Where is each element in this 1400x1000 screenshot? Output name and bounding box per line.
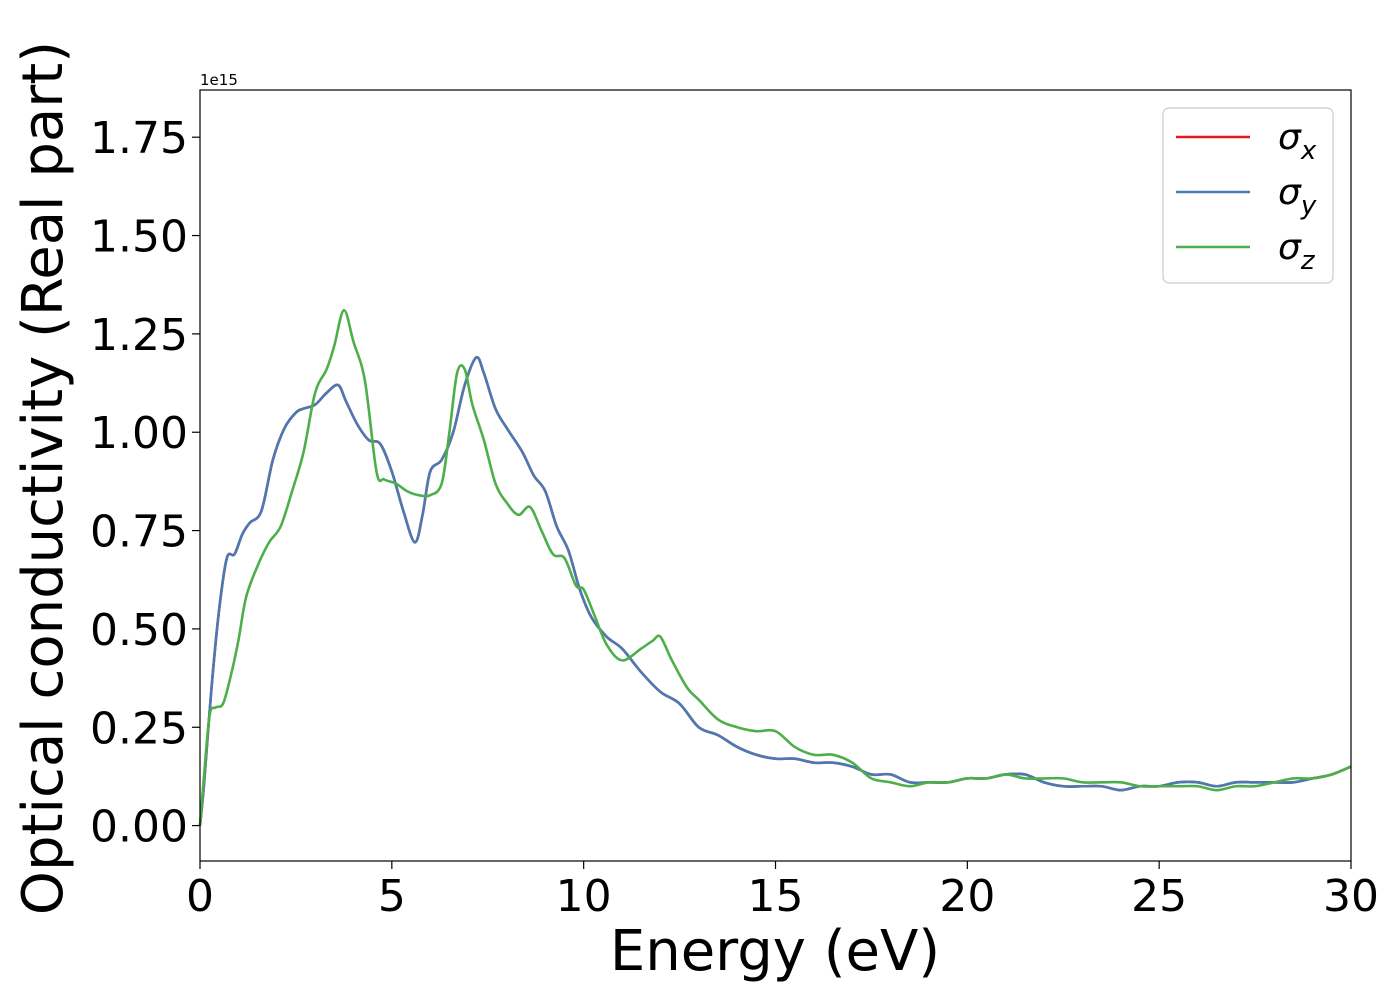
x-axis: 0 5 10 15 20 25 30: [186, 861, 1379, 922]
x-tick-label: 30: [1323, 871, 1379, 922]
legend-items: σx σy σz: [1176, 117, 1317, 276]
y-tick-label: 1.75: [90, 113, 188, 164]
legend: σx σy σz: [1162, 107, 1334, 284]
legend-label-z: σz: [1278, 227, 1316, 276]
x-axis-title: Energy (eV): [610, 919, 940, 984]
series-layer: [198, 308, 1352, 826]
x-tick-label: 5: [378, 871, 406, 922]
y-tick-label: 0.50: [90, 605, 188, 656]
y-tick-label: 0.25: [90, 703, 188, 754]
y-tick-label: 0.00: [90, 802, 188, 853]
x-tick-label: 10: [556, 871, 612, 922]
y-axis: 0.00 0.25 0.50 0.75 1.00 1.25 1.50 1.75: [90, 113, 200, 853]
x-tick-label: 25: [1131, 871, 1187, 922]
legend-box: [1162, 107, 1334, 284]
y-tick-label: 1.25: [90, 310, 188, 361]
y-tick-label: 1.50: [90, 212, 188, 263]
y-tick-label: 0.75: [90, 507, 188, 558]
legend-label-x: σx: [1278, 117, 1317, 166]
y-axis-title: Optical conductivity (Real part): [11, 41, 76, 915]
legend-label-y: σy: [1278, 172, 1317, 221]
x-tick-label: 0: [186, 871, 214, 922]
x-tick-label: 15: [748, 871, 804, 922]
y-tick-label: 1.00: [90, 408, 188, 459]
series-line-z: [198, 308, 1352, 826]
y-offset-label: 1e15: [200, 71, 238, 89]
x-tick-label: 20: [939, 871, 995, 922]
